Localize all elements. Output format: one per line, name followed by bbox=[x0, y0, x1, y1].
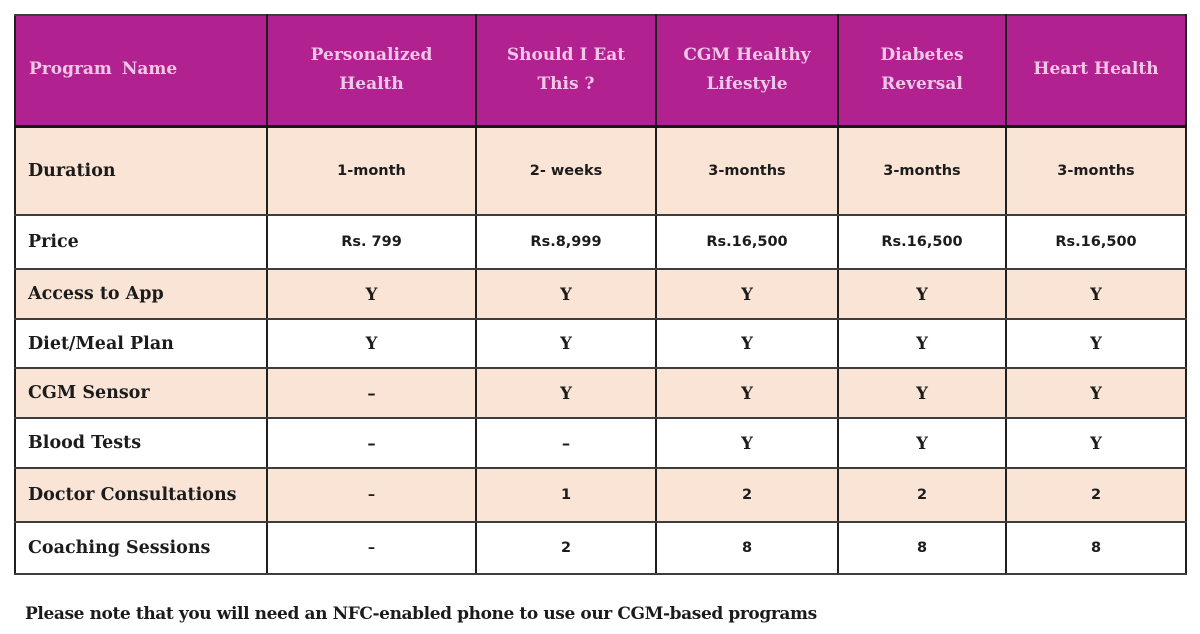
row-label: Duration bbox=[14, 125, 268, 216]
value-cell: Y bbox=[837, 417, 1007, 469]
value-cell: Y bbox=[1005, 318, 1187, 369]
value-cell: Rs. 799 bbox=[266, 214, 477, 270]
value-cell: Y bbox=[837, 367, 1007, 419]
value-cell: 1-month bbox=[266, 125, 477, 216]
row-label: Access to App bbox=[14, 268, 268, 320]
header-cell-should-i-eat-this: Should I Eat This ? bbox=[475, 14, 657, 128]
table-row-blood-tests: Blood Tests – – Y Y Y bbox=[14, 417, 1187, 469]
value-cell: 2 bbox=[655, 467, 839, 523]
table-header-row: Program Name Personalized Health Should … bbox=[14, 14, 1187, 128]
row-label: Price bbox=[14, 214, 268, 270]
value-cell: Y bbox=[475, 367, 657, 419]
value-cell: Y bbox=[655, 417, 839, 469]
value-cell: – bbox=[266, 417, 477, 469]
value-cell: 8 bbox=[655, 521, 839, 575]
header-cell-diabetes-reversal: Diabetes Reversal bbox=[837, 14, 1007, 128]
nfc-footer-note: Please note that you will need an NFC-en… bbox=[25, 604, 817, 624]
value-cell: Y bbox=[837, 268, 1007, 320]
value-cell: 1 bbox=[475, 467, 657, 523]
value-cell: Rs.16,500 bbox=[655, 214, 839, 270]
value-cell: Y bbox=[655, 318, 839, 369]
value-cell: Rs.16,500 bbox=[837, 214, 1007, 270]
value-cell: Y bbox=[655, 367, 839, 419]
row-label: CGM Sensor bbox=[14, 367, 268, 419]
value-cell: Y bbox=[266, 268, 477, 320]
table-row-duration: Duration 1-month 2- weeks 3-months 3-mon… bbox=[14, 125, 1187, 216]
value-cell: Y bbox=[475, 318, 657, 369]
value-cell: – bbox=[266, 467, 477, 523]
header-cell-program-name: Program Name bbox=[14, 14, 268, 128]
value-cell: 8 bbox=[837, 521, 1007, 575]
row-label: Doctor Consultations bbox=[14, 467, 268, 523]
value-cell: – bbox=[266, 367, 477, 419]
header-cell-personalized-health: Personalized Health bbox=[266, 14, 477, 128]
value-cell: 2- weeks bbox=[475, 125, 657, 216]
table-row-price: Price Rs. 799 Rs.8,999 Rs.16,500 Rs.16,5… bbox=[14, 214, 1187, 270]
row-label: Diet/Meal Plan bbox=[14, 318, 268, 369]
table-row-cgm-sensor: CGM Sensor – Y Y Y Y bbox=[14, 367, 1187, 419]
value-cell: Y bbox=[1005, 417, 1187, 469]
value-cell: – bbox=[475, 417, 657, 469]
value-cell: Y bbox=[837, 318, 1007, 369]
value-cell: Y bbox=[1005, 268, 1187, 320]
value-cell: 2 bbox=[475, 521, 657, 575]
value-cell: – bbox=[266, 521, 477, 575]
header-cell-cgm-healthy-lifestyle: CGM Healthy Lifestyle bbox=[655, 14, 839, 128]
value-cell: Y bbox=[266, 318, 477, 369]
table-row-doctor-consultations: Doctor Consultations – 1 2 2 2 bbox=[14, 467, 1187, 523]
header-cell-heart-health: Heart Health bbox=[1005, 14, 1187, 128]
table-row-coaching-sessions: Coaching Sessions – 2 8 8 8 bbox=[14, 521, 1187, 575]
row-label: Coaching Sessions bbox=[14, 521, 268, 575]
value-cell: Rs.16,500 bbox=[1005, 214, 1187, 270]
value-cell: 2 bbox=[837, 467, 1007, 523]
value-cell: 3-months bbox=[837, 125, 1007, 216]
value-cell: 8 bbox=[1005, 521, 1187, 575]
program-comparison-table: Program Name Personalized Health Should … bbox=[14, 14, 1187, 575]
value-cell: Y bbox=[1005, 367, 1187, 419]
value-cell: 2 bbox=[1005, 467, 1187, 523]
table-row-access-to-app: Access to App Y Y Y Y Y bbox=[14, 268, 1187, 320]
value-cell: 3-months bbox=[1005, 125, 1187, 216]
value-cell: Y bbox=[655, 268, 839, 320]
table-row-diet-meal-plan: Diet/Meal Plan Y Y Y Y Y bbox=[14, 318, 1187, 369]
value-cell: 3-months bbox=[655, 125, 839, 216]
value-cell: Rs.8,999 bbox=[475, 214, 657, 270]
row-label: Blood Tests bbox=[14, 417, 268, 469]
value-cell: Y bbox=[475, 268, 657, 320]
